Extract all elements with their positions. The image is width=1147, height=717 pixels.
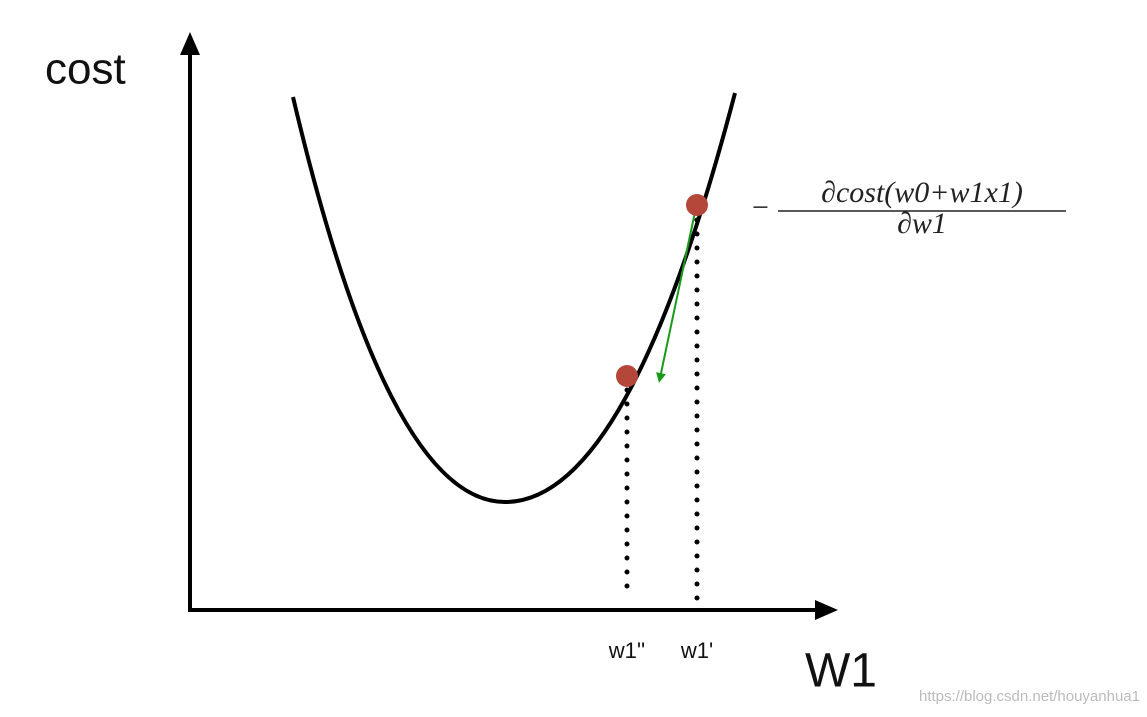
y-axis-arrow — [180, 32, 200, 55]
point — [616, 365, 638, 387]
watermark: https://blog.csdn.net/houyanhua1 — [919, 688, 1140, 705]
cost-curve — [291, 92, 737, 505]
point — [686, 194, 708, 216]
x-axis-label: W1 — [805, 645, 877, 698]
gradient-arrow — [656, 211, 696, 383]
point-label: w1'' — [608, 638, 646, 663]
point-label: w1' — [680, 638, 713, 663]
x-axis-arrow — [815, 600, 838, 620]
formula-denominator: ∂w1 — [897, 207, 947, 240]
y-axis-label: cost — [45, 45, 126, 94]
formula-numerator: ∂cost(w0+w1x1) — [821, 176, 1023, 209]
formula-sign: − — [750, 191, 770, 224]
